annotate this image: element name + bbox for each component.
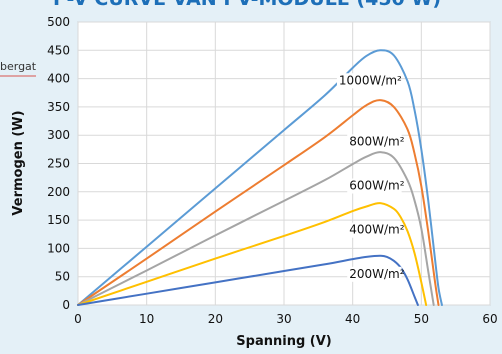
y-tick-label: 400: [47, 72, 70, 86]
curve-label: 1000W/m²: [339, 73, 402, 87]
side-label: bergat: [0, 60, 37, 73]
y-tick-label: 150: [47, 213, 70, 227]
curve-label-bg: [347, 178, 402, 194]
series-line: [77, 254, 419, 306]
curve-label-bg: [347, 222, 402, 238]
y-tick-label: 0: [62, 298, 70, 312]
series-line: [77, 49, 443, 306]
y-axis-label: Vermogen (W): [11, 110, 26, 215]
curve-labels: 1000W/m² 800W/m² 600W/m² 400W/m² 200W/m²: [336, 73, 405, 282]
x-tick-label: 50: [414, 312, 429, 326]
curve-label: 600W/m²: [349, 179, 405, 193]
curve-label: 800W/m²: [349, 134, 405, 148]
curve-label-bg: [347, 134, 402, 150]
x-tick-label: 10: [139, 312, 154, 326]
series-line: [77, 99, 440, 306]
x-tick-label: 0: [74, 312, 82, 326]
x-tick-label: 40: [345, 312, 360, 326]
x-tick-label: 30: [276, 312, 291, 326]
curve-label: 200W/m²: [349, 267, 405, 281]
y-tick-label: 50: [55, 270, 70, 284]
y-tick-label: 350: [47, 100, 70, 114]
curve-label-bg: [336, 73, 399, 89]
y-tick-label: 250: [47, 157, 70, 171]
x-axis-label: Spanning (V): [236, 334, 331, 349]
y-tick-label: 300: [47, 128, 70, 142]
series-line: [77, 202, 428, 306]
y-tick-label: 500: [47, 15, 70, 29]
series-group: [77, 49, 443, 306]
y-tick-label: 200: [47, 185, 70, 199]
curve-label-bg: [347, 266, 402, 282]
x-tick-label: 60: [482, 312, 497, 326]
y-tick-label: 100: [47, 241, 70, 255]
y-tick-label: 450: [47, 43, 70, 57]
series-line: [77, 151, 435, 306]
chart-title: P-V CURVE VAN PV-MODULE (450 W): [53, 0, 441, 10]
tick-labels: 0 50 100 150 200 250 300 350 400 450 500 0 10 20 30 40 5…: [47, 15, 498, 326]
x-tick-label: 20: [208, 312, 223, 326]
curve-label: 400W/m²: [349, 223, 405, 237]
